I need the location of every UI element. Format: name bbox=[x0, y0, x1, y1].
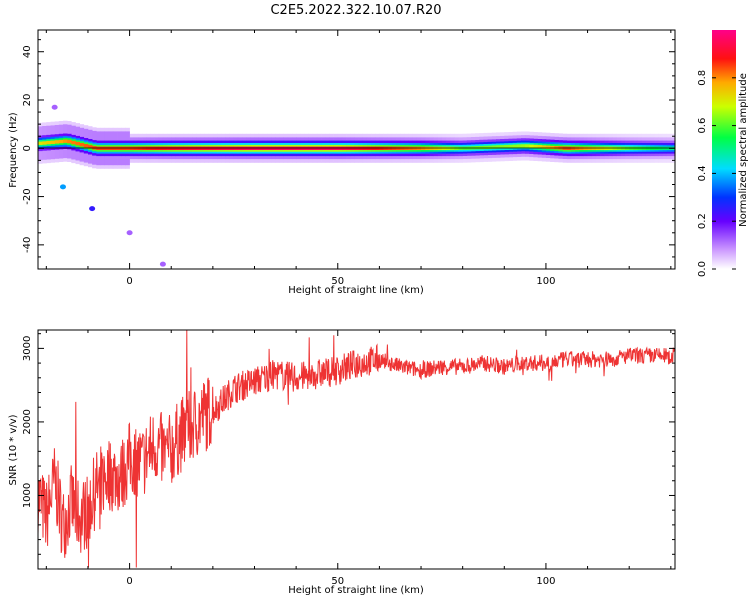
x-tick-label: 50 bbox=[331, 276, 344, 287]
y-tick-label: 2000 bbox=[22, 409, 33, 434]
y-tick-label: -20 bbox=[22, 188, 33, 204]
spectrogram-frame bbox=[37, 29, 676, 270]
heatmap-cell bbox=[38, 141, 43, 145]
x-tick-label: 0 bbox=[126, 576, 132, 587]
heatmap-cell bbox=[88, 145, 93, 149]
y-tick-label: 1000 bbox=[22, 483, 33, 508]
heatmap-cell bbox=[479, 145, 484, 150]
heatmap-cell bbox=[533, 144, 538, 149]
heatmap-cell bbox=[83, 144, 89, 148]
colorbar-tick-label: 0.6 bbox=[697, 118, 708, 134]
heatmap-cell bbox=[71, 140, 76, 145]
spectrogram-ylabel: Frequency (Hz) bbox=[8, 112, 19, 188]
y-tick-label: 40 bbox=[22, 45, 33, 58]
heatmap-cell bbox=[508, 144, 513, 149]
heatmap-cell bbox=[50, 140, 55, 144]
y-tick-label: 0 bbox=[22, 145, 33, 151]
colorbar: 0.0 0.2 0.4 0.6 0.8 Normalized spectral ampl… bbox=[697, 30, 749, 277]
heatmap-cell bbox=[491, 145, 497, 149]
colorbar-tick-label: 0.0 bbox=[697, 261, 708, 277]
heatmap-bands bbox=[38, 104, 676, 267]
snr-ticks: 0 50 100 1000 2000 3000 bbox=[22, 330, 675, 587]
y-tick-label: 3000 bbox=[22, 336, 33, 361]
colorbar-tick-label: 0.8 bbox=[697, 70, 708, 86]
heatmap-cell bbox=[500, 145, 505, 149]
heatmap-cell bbox=[529, 144, 534, 148]
heatmap-cell bbox=[545, 145, 551, 149]
heatmap-cell bbox=[42, 141, 47, 145]
snr-xlabel: Height of straight line (km) bbox=[288, 585, 424, 596]
heatmap-cell bbox=[525, 144, 530, 148]
heatmap-spot bbox=[126, 230, 133, 236]
colorbar-ticks: 0.0 0.2 0.4 0.6 0.8 bbox=[697, 70, 736, 277]
figure-title: C2E5.2022.322.10.07.R20 bbox=[270, 3, 441, 18]
heatmap-spot bbox=[89, 206, 96, 212]
colorbar-gradient bbox=[712, 30, 736, 269]
heatmap-cell bbox=[512, 144, 518, 148]
heatmap-cell bbox=[75, 141, 80, 146]
heatmap-spot bbox=[59, 184, 66, 190]
snr-frame bbox=[37, 329, 676, 570]
heatmap-cell bbox=[504, 144, 509, 149]
heatmap-cell bbox=[496, 145, 501, 149]
heatmap-cell bbox=[483, 145, 488, 150]
colorbar-tick-label: 0.4 bbox=[697, 165, 708, 181]
x-tick-label: 50 bbox=[331, 576, 344, 587]
snr-series-line bbox=[37, 329, 676, 568]
spectrogram-panel: 0 50 100 -40 -20 0 20 40 Height of straight lin… bbox=[8, 29, 676, 296]
heatmap-cell bbox=[58, 139, 64, 144]
snr-panel: 0 50 100 1000 2000 3000 Height of straight li… bbox=[8, 329, 676, 596]
heatmap-cell bbox=[67, 139, 72, 144]
spectrogram-ticks: 0 50 100 -40 -20 0 20 40 bbox=[22, 30, 675, 287]
heatmap-cell bbox=[79, 143, 85, 147]
heatmap-cell bbox=[63, 139, 68, 143]
spectrogram-xlabel: Height of straight line (km) bbox=[288, 285, 424, 296]
heatmap-cell bbox=[541, 145, 547, 149]
heatmap-cell bbox=[537, 145, 543, 149]
colorbar-label: Normalized spectral amplitude bbox=[738, 73, 749, 227]
heatmap-cell bbox=[550, 145, 555, 150]
heatmap-cell bbox=[521, 144, 526, 148]
heatmap-spot bbox=[51, 104, 58, 110]
y-tick-label: -40 bbox=[22, 237, 33, 253]
x-tick-label: 0 bbox=[126, 276, 132, 287]
heatmap-cell bbox=[54, 140, 60, 144]
x-tick-label: 100 bbox=[536, 276, 555, 287]
snr-ylabel: SNR (10 * v/v) bbox=[8, 414, 19, 485]
heatmap-cell bbox=[46, 140, 51, 145]
colorbar-tick-label: 0.2 bbox=[697, 213, 708, 229]
x-tick-label: 100 bbox=[536, 576, 555, 587]
heatmap-spot bbox=[159, 261, 166, 267]
heatmap-cell bbox=[516, 144, 522, 148]
heatmap-cell bbox=[487, 145, 493, 149]
y-tick-label: 20 bbox=[22, 94, 33, 107]
